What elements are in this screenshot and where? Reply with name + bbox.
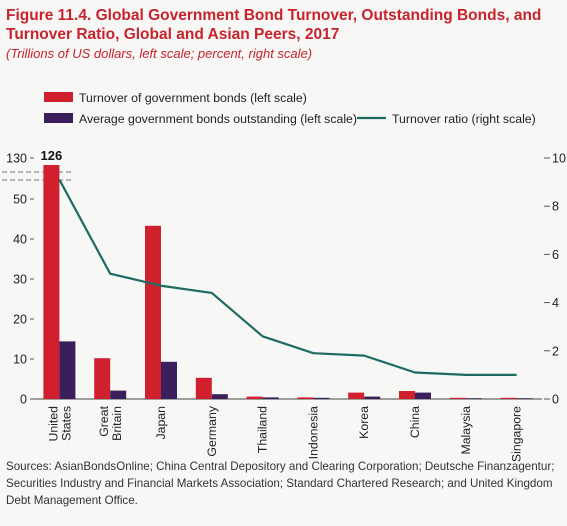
left-tick-label: 130 bbox=[6, 152, 27, 166]
legend-label-turnover: Turnover of government bonds (left scale… bbox=[79, 91, 307, 105]
bar-turnover bbox=[348, 392, 365, 399]
right-tick-label: 8 bbox=[552, 200, 559, 214]
bar-turnover bbox=[500, 397, 517, 399]
bar-turnover bbox=[399, 391, 415, 399]
x-tick-label: GreatBritain bbox=[97, 405, 124, 440]
bars: 126 bbox=[41, 148, 533, 399]
bar-outstanding bbox=[59, 341, 76, 399]
x-tick-label-line: Great bbox=[97, 405, 111, 436]
x-tick-label-line: Singapore bbox=[510, 406, 524, 462]
legend-label-outstanding: Average government bonds outstanding (le… bbox=[79, 112, 357, 126]
left-tick-label: 20 bbox=[13, 313, 27, 327]
bar-turnover bbox=[145, 225, 161, 399]
x-tick-label: Japan bbox=[154, 406, 168, 440]
ratio-line bbox=[58, 179, 517, 376]
x-tick-label-line: United bbox=[46, 406, 60, 442]
x-tick-label: China bbox=[408, 406, 422, 438]
x-axis-labels: UnitedStates GreatBritain Japan Germany Thai… bbox=[46, 405, 523, 462]
x-tick-label: Germany bbox=[205, 405, 219, 456]
bar-outstanding bbox=[415, 392, 431, 399]
x-tick-label: Malaysia bbox=[459, 406, 473, 455]
x-tick-label-line: Thailand bbox=[256, 406, 270, 453]
bar-turnover bbox=[297, 397, 314, 399]
left-tick-label: 50 bbox=[13, 193, 27, 207]
x-tick-label-line: Indonesia bbox=[306, 406, 320, 459]
x-tick-label: Indonesia bbox=[306, 406, 320, 459]
bar-outstanding bbox=[161, 361, 177, 399]
bar-turnover bbox=[449, 397, 466, 399]
bar-value-label: 126 bbox=[41, 148, 63, 163]
left-tick-label: 0 bbox=[20, 393, 27, 407]
x-tick-label-line: China bbox=[408, 406, 422, 438]
left-tick-label: 30 bbox=[13, 273, 27, 287]
x-tick-label-line: Britain bbox=[110, 406, 124, 441]
axes: 0 10 20 30 40 50 130 0 2 4 6 8 10 bbox=[2, 152, 566, 407]
legend: Turnover of government bonds (left scale… bbox=[44, 91, 536, 126]
x-tick-label-line: Korea bbox=[357, 406, 371, 439]
right-tick-label: 4 bbox=[552, 296, 559, 310]
right-tick-label: 10 bbox=[552, 152, 566, 166]
bar-outstanding bbox=[262, 397, 279, 399]
x-tick-label: Singapore bbox=[510, 406, 524, 462]
x-tick-label-line: States bbox=[59, 406, 73, 441]
chart-subtitle: (Trillions of US dollars, left scale; pe… bbox=[6, 46, 313, 61]
bar-outstanding bbox=[313, 397, 330, 399]
left-tick-label: 40 bbox=[13, 233, 27, 247]
legend-swatch-turnover bbox=[44, 92, 73, 102]
bar-outstanding bbox=[516, 398, 533, 399]
x-tick-label-line: Japan bbox=[154, 406, 168, 440]
bar-outstanding bbox=[211, 394, 228, 399]
sources-note: Sources: AsianBondsOnline; China Central… bbox=[6, 460, 555, 507]
bar-outstanding bbox=[110, 390, 127, 399]
bar-outstanding bbox=[364, 396, 381, 399]
x-tick-label: Thailand bbox=[256, 406, 270, 453]
right-tick-label: 6 bbox=[552, 248, 559, 262]
ratio-line-path bbox=[58, 179, 517, 376]
legend-label-ratio: Turnover ratio (right scale) bbox=[392, 112, 536, 126]
x-tick-label-line: Germany bbox=[205, 405, 219, 456]
x-tick-label: UnitedStates bbox=[46, 406, 73, 442]
bar-turnover bbox=[246, 396, 263, 399]
x-tick-label-line: Malaysia bbox=[459, 406, 473, 455]
right-tick-label: 2 bbox=[552, 344, 559, 358]
chart-title: Figure 11.4. Global Government Bond Turn… bbox=[6, 7, 542, 43]
bar-turnover bbox=[94, 358, 111, 399]
bar-outstanding bbox=[465, 398, 482, 399]
bar-turnover bbox=[195, 377, 212, 399]
left-tick-label: 10 bbox=[13, 353, 27, 367]
bar-turnover bbox=[43, 165, 60, 399]
right-tick-label: 0 bbox=[552, 393, 559, 407]
x-tick-label: Korea bbox=[357, 406, 371, 439]
legend-swatch-outstanding bbox=[44, 113, 73, 123]
